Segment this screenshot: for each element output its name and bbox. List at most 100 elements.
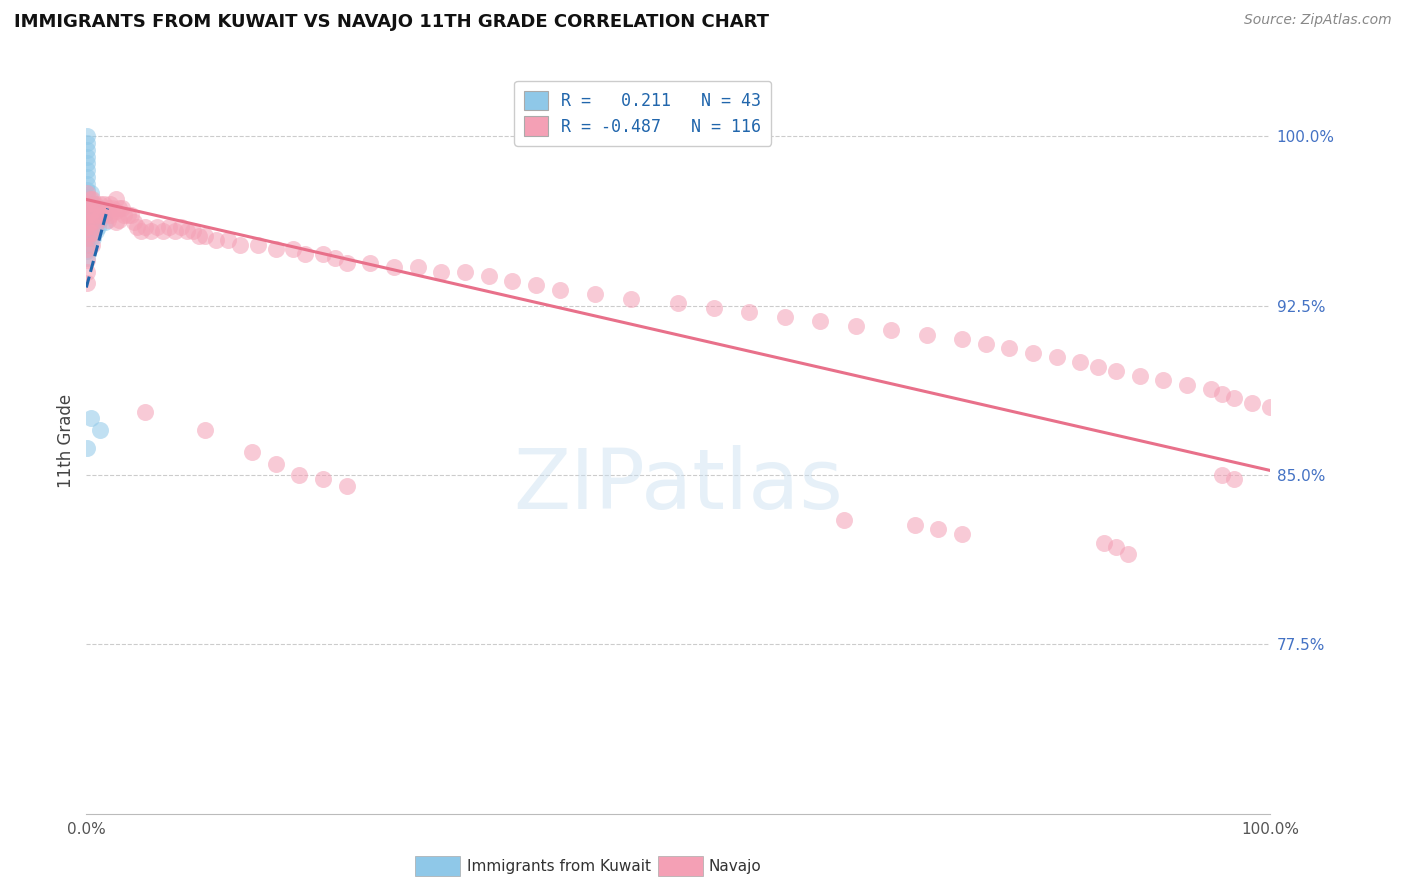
- Point: [117, 208, 139, 222]
- Point: [359, 255, 381, 269]
- Point: [187, 228, 209, 243]
- Point: [246, 237, 269, 252]
- Point: [1129, 368, 1152, 383]
- Point: [666, 296, 689, 310]
- Point: [76, 177, 98, 191]
- Point: [104, 203, 127, 218]
- Y-axis label: 11th Grade: 11th Grade: [58, 394, 75, 488]
- Point: [82, 193, 104, 207]
- Point: [336, 479, 359, 493]
- Point: [264, 457, 287, 471]
- Point: [1211, 386, 1233, 401]
- Legend: R =   0.211   N = 43, R = -0.487   N = 116: R = 0.211 N = 43, R = -0.487 N = 116: [515, 80, 770, 145]
- Point: [1175, 377, 1198, 392]
- Point: [1241, 395, 1264, 409]
- Point: [76, 217, 98, 231]
- Point: [1116, 547, 1139, 561]
- Point: [82, 215, 104, 229]
- Point: [974, 337, 997, 351]
- Point: [312, 246, 335, 260]
- Point: [76, 183, 98, 197]
- Point: [454, 265, 477, 279]
- Point: [98, 197, 121, 211]
- Point: [80, 186, 103, 200]
- Point: [76, 224, 98, 238]
- Point: [83, 208, 105, 222]
- Point: [94, 215, 117, 229]
- Point: [1092, 535, 1115, 549]
- Point: [122, 215, 145, 229]
- Point: [76, 156, 98, 170]
- Point: [76, 244, 98, 259]
- Point: [950, 333, 973, 347]
- Text: Navajo: Navajo: [709, 859, 762, 873]
- Point: [87, 208, 110, 222]
- Point: [76, 203, 98, 218]
- Point: [108, 202, 131, 216]
- Point: [129, 224, 152, 238]
- Point: [79, 215, 101, 229]
- Text: Source: ZipAtlas.com: Source: ZipAtlas.com: [1244, 13, 1392, 28]
- Point: [86, 202, 108, 216]
- Point: [524, 278, 547, 293]
- Point: [998, 342, 1021, 356]
- Point: [1069, 355, 1091, 369]
- Point: [927, 522, 949, 536]
- Point: [1046, 351, 1069, 365]
- Point: [240, 445, 263, 459]
- Point: [1105, 540, 1128, 554]
- Point: [1087, 359, 1109, 374]
- Point: [89, 208, 111, 222]
- Point: [76, 197, 98, 211]
- Point: [80, 197, 103, 211]
- Point: [157, 219, 180, 234]
- Point: [76, 186, 98, 200]
- Point: [82, 197, 104, 211]
- Point: [548, 283, 571, 297]
- Point: [83, 219, 105, 234]
- Point: [89, 423, 111, 437]
- Point: [205, 233, 228, 247]
- Point: [108, 212, 131, 227]
- Point: [76, 190, 98, 204]
- Point: [76, 219, 98, 234]
- Point: [1211, 467, 1233, 482]
- Text: IMMIGRANTS FROM KUWAIT VS NAVAJO 11TH GRADE CORRELATION CHART: IMMIGRANTS FROM KUWAIT VS NAVAJO 11TH GR…: [14, 13, 769, 31]
- Point: [229, 237, 252, 252]
- Text: ZIPatlas: ZIPatlas: [513, 445, 844, 526]
- Point: [76, 276, 98, 290]
- Point: [111, 202, 134, 216]
- Point: [134, 405, 156, 419]
- Point: [80, 411, 103, 425]
- Point: [194, 423, 217, 437]
- Point: [98, 208, 121, 222]
- Point: [336, 255, 359, 269]
- Point: [120, 208, 142, 222]
- Point: [76, 169, 98, 184]
- Point: [176, 224, 198, 238]
- Point: [950, 526, 973, 541]
- Point: [76, 143, 98, 157]
- Point: [80, 219, 103, 234]
- Point: [217, 233, 239, 247]
- Point: [1258, 400, 1281, 414]
- Point: [1152, 373, 1174, 387]
- Point: [501, 274, 523, 288]
- Point: [112, 208, 135, 222]
- Point: [738, 305, 761, 319]
- Point: [152, 224, 174, 238]
- Point: [312, 472, 335, 486]
- Point: [82, 227, 104, 241]
- Point: [83, 197, 105, 211]
- Point: [583, 287, 606, 301]
- Point: [880, 323, 903, 337]
- Point: [76, 253, 98, 268]
- Point: [915, 327, 938, 342]
- Point: [84, 212, 107, 227]
- Point: [76, 231, 98, 245]
- Point: [97, 202, 120, 216]
- Point: [430, 265, 453, 279]
- Point: [382, 260, 405, 275]
- Point: [1199, 382, 1222, 396]
- Point: [104, 193, 127, 207]
